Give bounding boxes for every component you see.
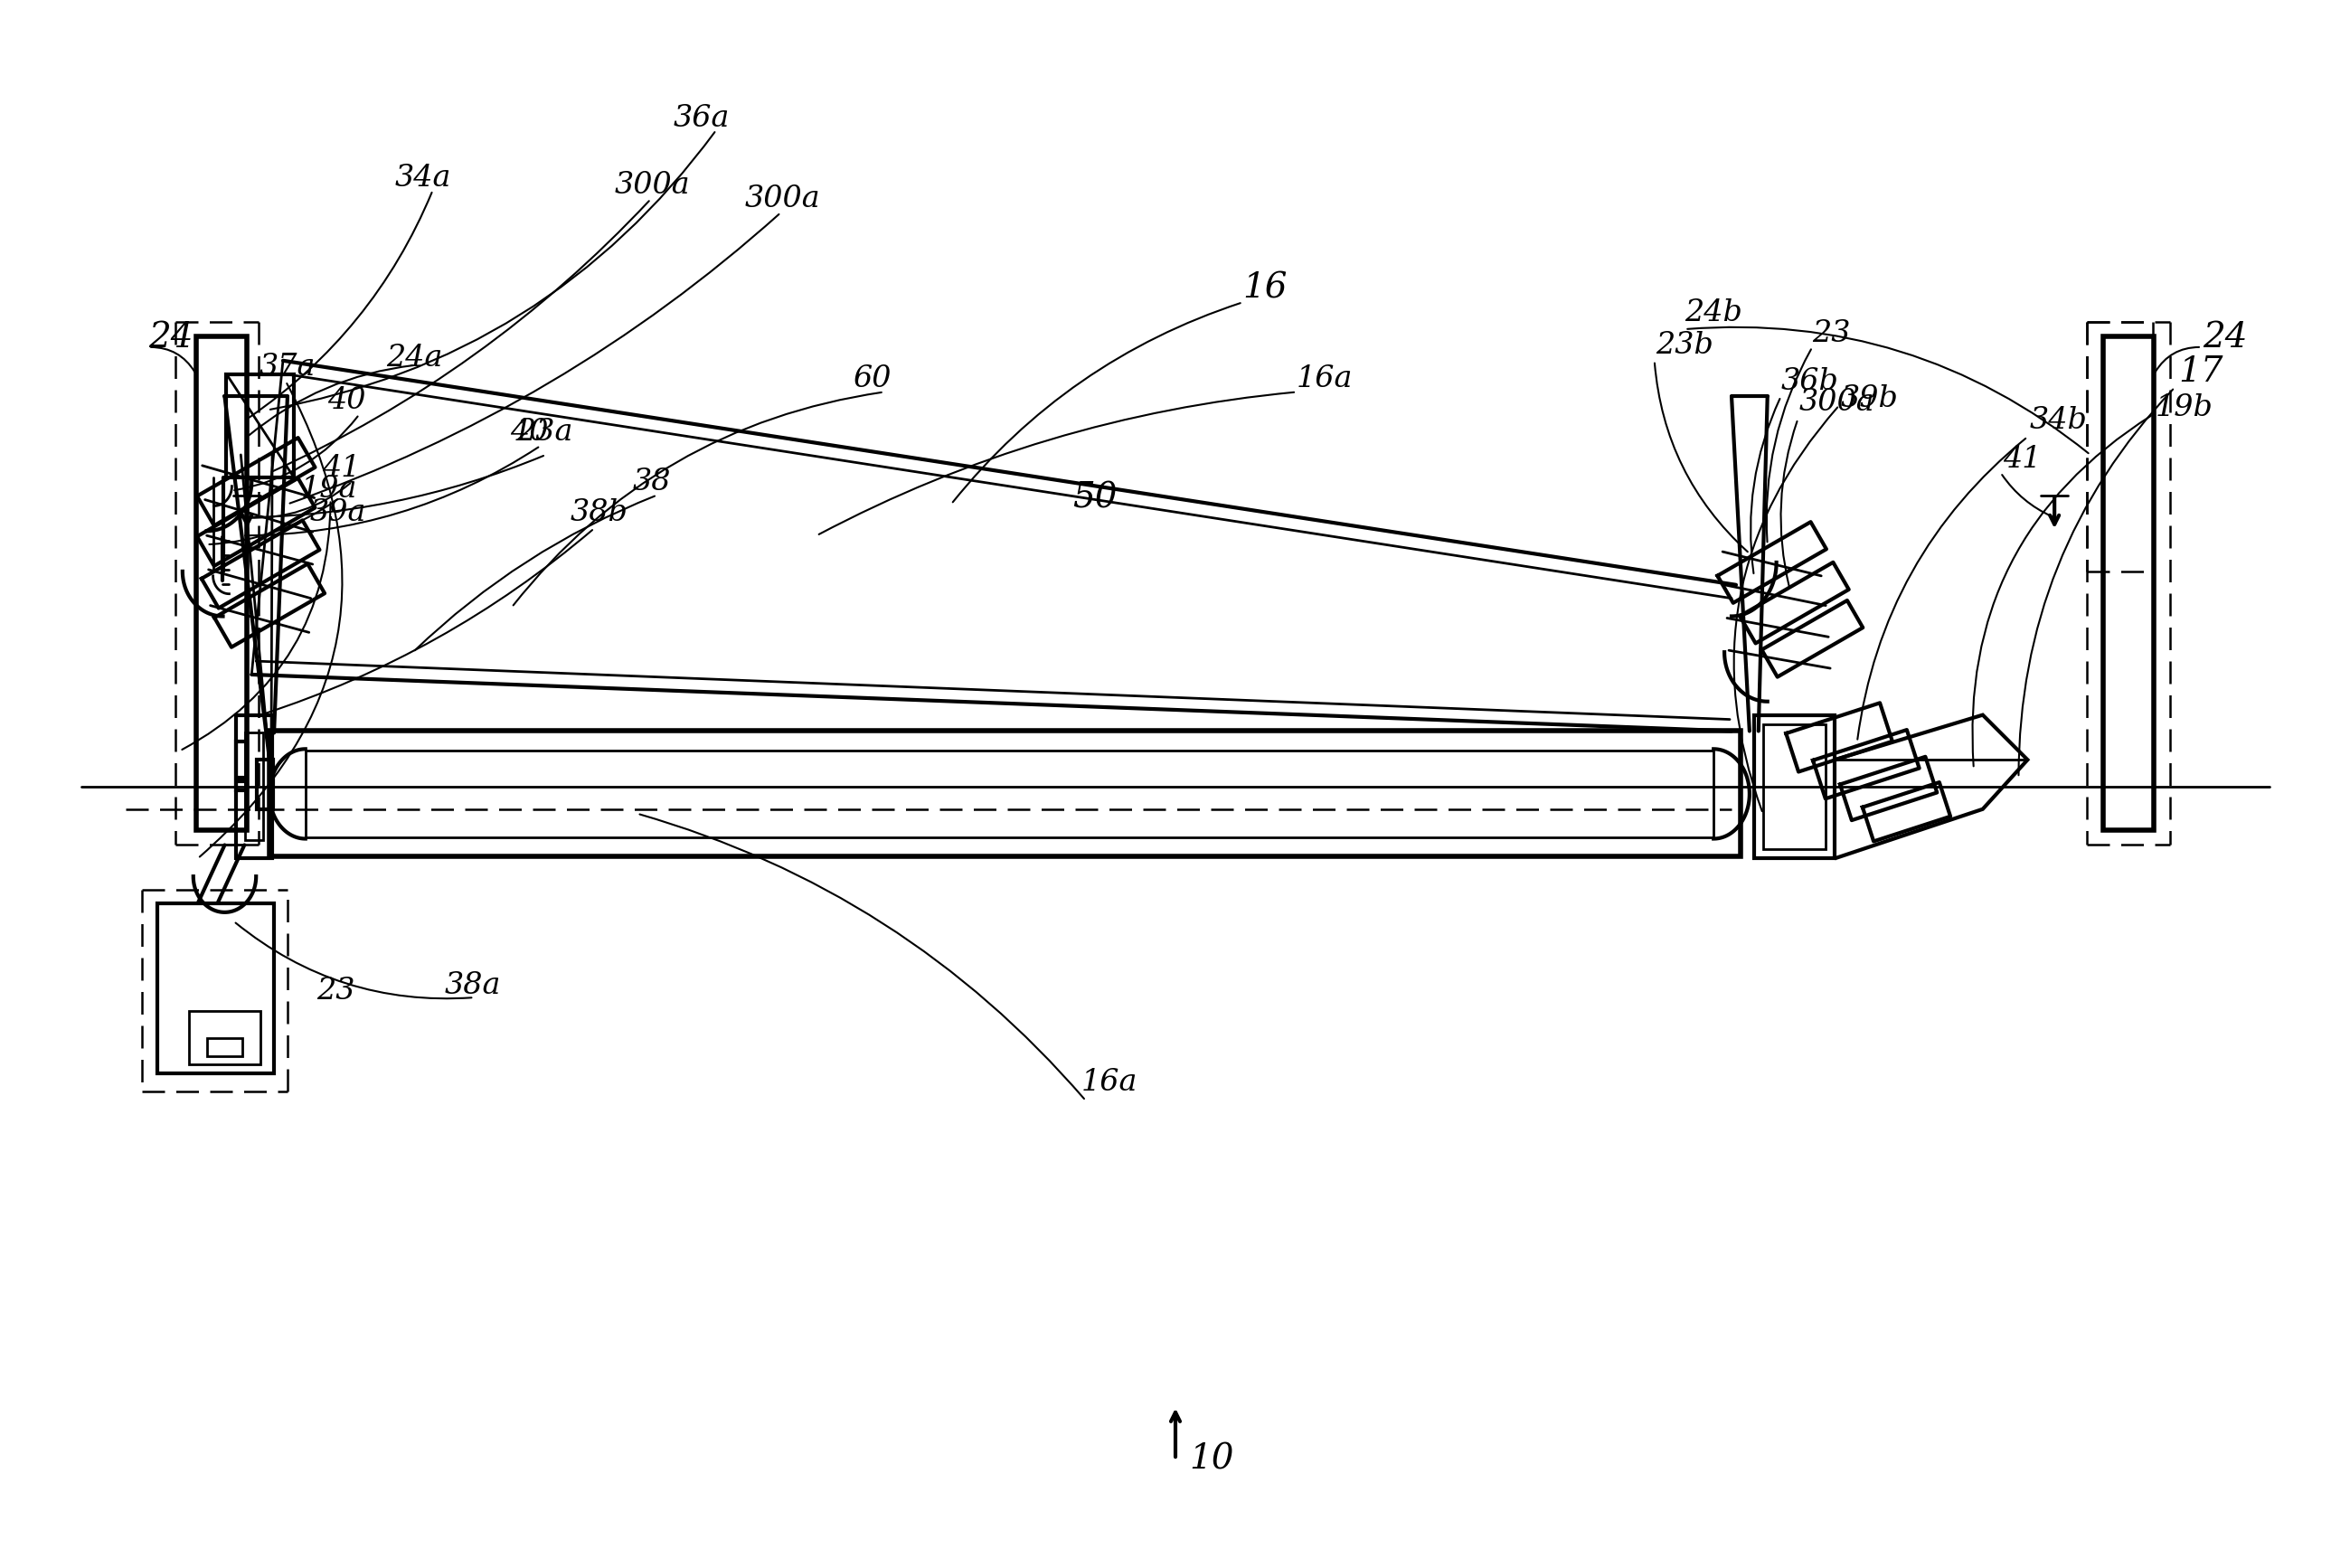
Text: 24: 24	[148, 321, 193, 354]
Text: 17: 17	[2178, 356, 2223, 389]
Text: 41: 41	[322, 453, 360, 483]
Text: 39a: 39a	[310, 499, 367, 527]
Bar	[2103, 337, 2155, 829]
Bar	[195, 337, 247, 829]
Text: 16a: 16a	[1297, 364, 1354, 394]
Text: 10: 10	[1189, 1443, 1234, 1475]
Bar	[270, 731, 1741, 856]
Bar	[306, 751, 1713, 837]
Text: 50: 50	[1072, 481, 1116, 514]
Text: 38: 38	[632, 467, 672, 495]
Bar	[226, 375, 294, 477]
Text: 300a: 300a	[616, 171, 691, 201]
Bar	[157, 903, 275, 1074]
Text: 38a: 38a	[444, 971, 501, 1000]
Text: 23b: 23b	[1654, 331, 1713, 359]
Text: 60: 60	[853, 364, 891, 394]
Text: 38b: 38b	[571, 499, 627, 527]
Text: 24a: 24a	[385, 343, 442, 372]
Bar	[256, 760, 273, 809]
Text: 16a: 16a	[1081, 1068, 1137, 1098]
Text: 23: 23	[1812, 320, 1852, 348]
Text: 34b: 34b	[2030, 406, 2087, 436]
Text: 40: 40	[329, 386, 367, 416]
Text: 40: 40	[510, 419, 548, 447]
Text: 300a: 300a	[745, 185, 820, 213]
Bar	[1753, 715, 1835, 858]
Text: 19a: 19a	[301, 475, 357, 503]
Bar	[237, 781, 247, 790]
Text: 16: 16	[1243, 273, 1288, 306]
Text: 36a: 36a	[672, 103, 729, 133]
Text: 37a: 37a	[258, 353, 315, 381]
Text: 24b: 24b	[1685, 298, 1744, 328]
Text: 23: 23	[317, 977, 355, 1005]
Bar	[244, 732, 263, 840]
Text: 23a: 23a	[517, 419, 573, 447]
Bar	[1762, 724, 1826, 850]
Text: 34a: 34a	[395, 165, 451, 193]
Text: 19b: 19b	[2155, 394, 2214, 423]
Bar	[188, 1011, 261, 1065]
Text: 24: 24	[2202, 321, 2247, 354]
Text: 39b: 39b	[1840, 384, 1899, 414]
Text: 36b: 36b	[1781, 367, 1838, 395]
Bar	[237, 715, 273, 858]
Text: 41: 41	[2002, 445, 2040, 474]
Bar	[237, 742, 247, 778]
Text: 300a: 300a	[1798, 389, 1875, 417]
Bar	[207, 1038, 242, 1055]
